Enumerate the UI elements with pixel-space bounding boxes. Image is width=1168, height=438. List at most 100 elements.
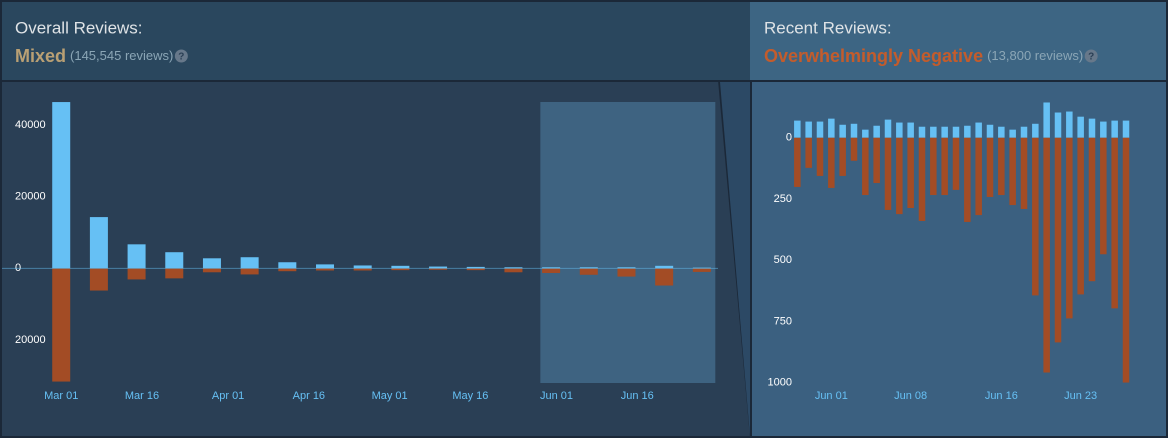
bar [1077, 137, 1084, 295]
review-summary-line: Mixed (145,545 reviews) [15, 46, 173, 66]
bar [1043, 137, 1050, 373]
bar [353, 268, 372, 271]
bar [391, 265, 410, 269]
bar [165, 252, 184, 269]
bar [1032, 123, 1039, 138]
bar [1122, 120, 1130, 138]
bar [391, 268, 410, 271]
bar [941, 126, 948, 138]
bar [466, 268, 485, 271]
help-icon[interactable] [1084, 49, 1098, 63]
bar [52, 102, 71, 269]
bar [952, 126, 960, 138]
bar [930, 137, 937, 196]
y-tick-label: 20000 [15, 191, 46, 203]
panel-title: Overall Reviews: [15, 18, 143, 37]
divider-shade [720, 82, 750, 436]
x-tick-label: Jun 01 [540, 390, 573, 402]
bar [429, 268, 448, 270]
x-tick-label: Mar 01 [44, 390, 78, 402]
y-tick-label: 750 [774, 315, 792, 327]
bar [504, 267, 523, 269]
bar [1100, 137, 1107, 255]
bar [278, 262, 297, 269]
bar [941, 137, 948, 196]
bar [850, 123, 858, 138]
review-count: (145,545 reviews) [70, 48, 173, 63]
bar [964, 137, 971, 222]
help-icon[interactable] [174, 49, 188, 63]
bar [873, 125, 880, 138]
bar [930, 126, 937, 138]
bar [240, 268, 259, 275]
bar [579, 267, 598, 269]
bar [1066, 111, 1073, 138]
bar [1111, 137, 1118, 309]
bar [202, 268, 221, 273]
bar [127, 268, 146, 280]
bar [1032, 137, 1039, 296]
bar [1111, 120, 1118, 138]
charts: Overall Reviews: Mixed (145,545 reviews) ? 4… [2, 18, 1130, 402]
bar [918, 137, 926, 221]
bar [986, 137, 994, 197]
bar [1054, 112, 1062, 138]
bar [907, 122, 914, 138]
bar [1054, 137, 1062, 343]
bar [1020, 126, 1028, 138]
x-tick-label: Mar 16 [125, 390, 159, 402]
bar [1088, 137, 1096, 282]
bar [202, 258, 221, 269]
bar [1066, 137, 1073, 319]
y-tick-label: 250 [774, 193, 792, 205]
bar [896, 137, 903, 215]
overall-header [2, 2, 750, 80]
y-tick-label: 20000 [15, 334, 46, 346]
bar [1009, 137, 1016, 206]
bar [816, 121, 824, 138]
bar [1020, 137, 1028, 209]
review-summary-line: Overwhelmingly Negative (13,800 reviews) [764, 46, 1083, 66]
bar [1077, 116, 1084, 138]
bar [1088, 118, 1096, 138]
bar [952, 137, 960, 190]
bar [316, 264, 335, 269]
bar [918, 126, 926, 138]
bar [353, 265, 372, 269]
bar [692, 268, 711, 272]
bar [316, 268, 335, 271]
bar [998, 126, 1005, 138]
x-tick-label: Jun 16 [621, 390, 654, 402]
x-tick-label: Jun 16 [985, 390, 1018, 402]
help-icon-label: ? [1088, 52, 1094, 63]
bar [1043, 102, 1050, 138]
y-tick-label: 0 [786, 132, 792, 144]
bar [655, 265, 674, 269]
y-tick-label: 1000 [768, 376, 792, 388]
bar [850, 137, 858, 161]
bar [542, 268, 561, 273]
x-tick-label: Apr 01 [212, 390, 244, 402]
bar [617, 268, 636, 277]
bar [794, 137, 801, 187]
bar [542, 267, 561, 269]
bar [964, 125, 971, 138]
bar [278, 268, 297, 272]
bar [975, 122, 982, 138]
bar [839, 124, 846, 138]
bar [862, 129, 869, 138]
bar [127, 244, 146, 269]
bar [873, 137, 880, 184]
x-tick-label: Jun 23 [1064, 390, 1097, 402]
bar [89, 268, 108, 291]
bar [466, 266, 485, 269]
bar [828, 137, 835, 188]
bar [816, 137, 824, 176]
x-tick-label: May 01 [372, 390, 408, 402]
bar [165, 268, 184, 279]
bar [998, 137, 1005, 196]
recent-header [750, 2, 1166, 80]
review-count: (13,800 reviews) [987, 48, 1083, 63]
bar [805, 121, 812, 138]
bar [975, 137, 982, 216]
